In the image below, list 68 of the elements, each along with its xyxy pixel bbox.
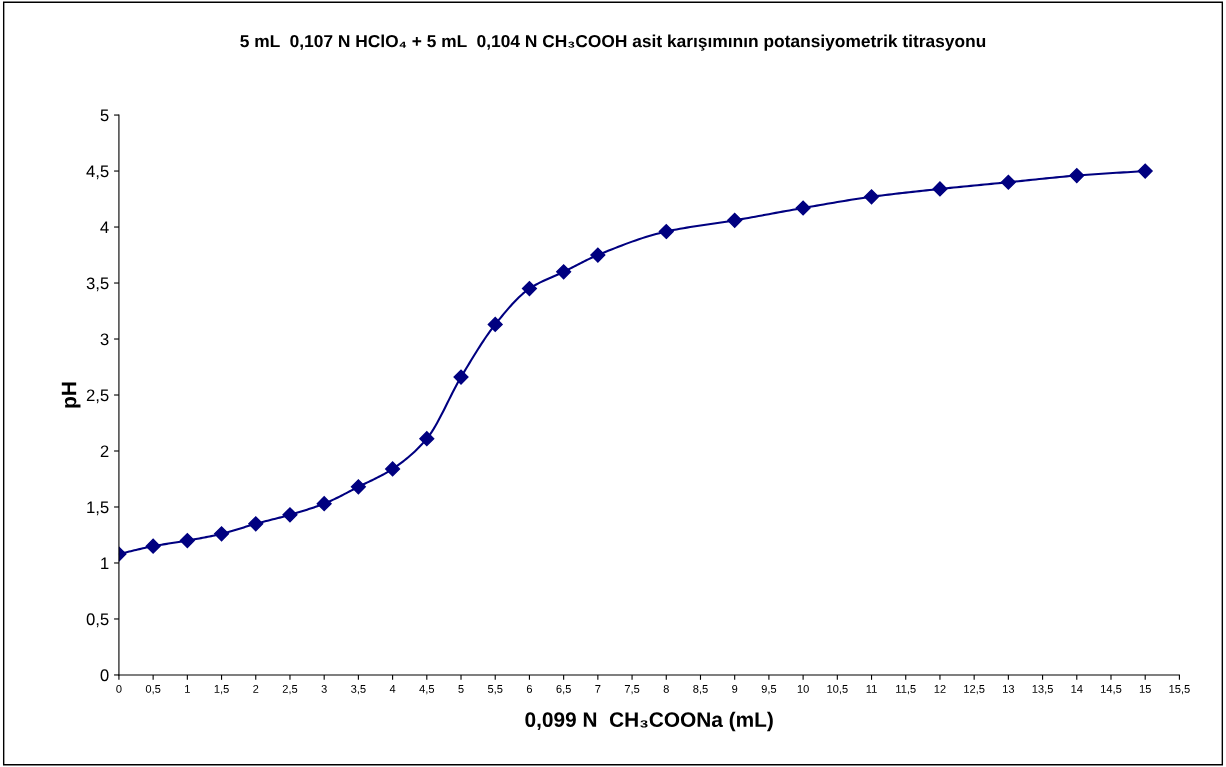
point: [521, 281, 538, 297]
y-tick-label: 5: [100, 109, 109, 122]
x-tick-label: 7,5: [624, 685, 640, 695]
x-tick-label: 15,5: [1169, 685, 1190, 695]
point: [248, 516, 264, 532]
point: [179, 533, 195, 549]
x-tick-label: 6,5: [556, 684, 571, 695]
x-tick-label: 8: [663, 684, 669, 693]
x-tick-label: 15: [1139, 685, 1151, 693]
point: [145, 538, 161, 554]
x-tick-label: 11,5: [896, 685, 916, 695]
chart-title: 5 mL 0,107 N HClO₄ + 5 mL 0,104 N CH₃COOH asit karışımının potansiyometrik titrasyonu: [240, 34, 986, 51]
x-tick-label: 2: [253, 684, 259, 693]
point: [213, 526, 230, 542]
point: [453, 369, 469, 385]
y-tick-label: 1: [101, 557, 109, 570]
y-tick-label: 2: [100, 445, 109, 458]
x-tick-label: 1,5: [214, 685, 229, 695]
x-tick-label: 0,5: [145, 684, 161, 695]
point: [282, 507, 298, 523]
x-tick-label: 4,5: [419, 685, 435, 695]
x-tick-label: 13,5: [1032, 684, 1053, 695]
x-tick-label: 6: [526, 684, 533, 693]
x-tick-label: 14: [1071, 685, 1083, 693]
x-tick-label: 5,5: [487, 685, 503, 695]
point: [556, 264, 572, 280]
point: [658, 223, 674, 240]
x-axis-title: 0,099 N CH₃COONa (mL): [525, 711, 773, 732]
x-tick-label: 13: [1003, 684, 1015, 693]
x-tick-label: 10: [797, 684, 809, 693]
point: [1000, 174, 1016, 190]
x-tick-label: 11: [866, 685, 877, 693]
y-tick-label: 0,5: [86, 613, 109, 628]
y-tick-label: 3: [100, 333, 109, 346]
point: [316, 496, 332, 512]
y-tick-label: 4: [100, 221, 109, 234]
y-axis-title: pH: [61, 382, 81, 408]
x-tick-label: 14,5: [1101, 685, 1122, 695]
x-tick-label: 1: [185, 685, 190, 693]
x-tick-label: 9: [732, 684, 738, 693]
y-tick-label: 0: [100, 669, 109, 682]
point: [863, 189, 880, 205]
point: [487, 316, 503, 333]
x-tick-label: 7: [595, 685, 601, 693]
point: [1137, 163, 1153, 179]
point: [795, 200, 811, 216]
x-tick-label: 3,5: [351, 684, 366, 695]
point: [419, 431, 435, 447]
x-tick-label: 12: [934, 684, 946, 693]
y-tick-label: 3,5: [86, 277, 109, 292]
y-tick-label: 1,5: [87, 501, 109, 516]
x-tick-label: 12,5: [964, 684, 985, 695]
point: [727, 212, 743, 228]
point: [1069, 167, 1085, 184]
point: [350, 479, 366, 495]
x-tick-label: 0: [116, 684, 122, 693]
x-tick-label: 2,5: [282, 684, 298, 695]
y-tick-label: 2,5: [86, 389, 109, 404]
point: [385, 461, 401, 477]
x-tick-label: 3: [321, 684, 327, 693]
x-tick-label: 10,5: [827, 684, 848, 695]
x-tick-label: 8,5: [693, 684, 708, 695]
x-tick-label: 5: [458, 685, 464, 693]
y-tick-label: 4,5: [86, 165, 109, 180]
x-tick-label: 9,5: [761, 684, 777, 695]
x-tick-label: 4: [389, 685, 396, 693]
point: [590, 247, 606, 263]
point: [932, 181, 948, 197]
